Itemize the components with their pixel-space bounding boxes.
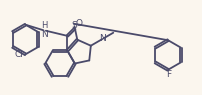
Text: N: N bbox=[41, 30, 48, 39]
Text: H: H bbox=[41, 21, 47, 30]
Text: O: O bbox=[76, 19, 83, 28]
Text: F: F bbox=[166, 70, 171, 79]
Text: N: N bbox=[99, 34, 106, 43]
Text: S: S bbox=[71, 21, 77, 30]
Text: Cl: Cl bbox=[15, 50, 24, 59]
